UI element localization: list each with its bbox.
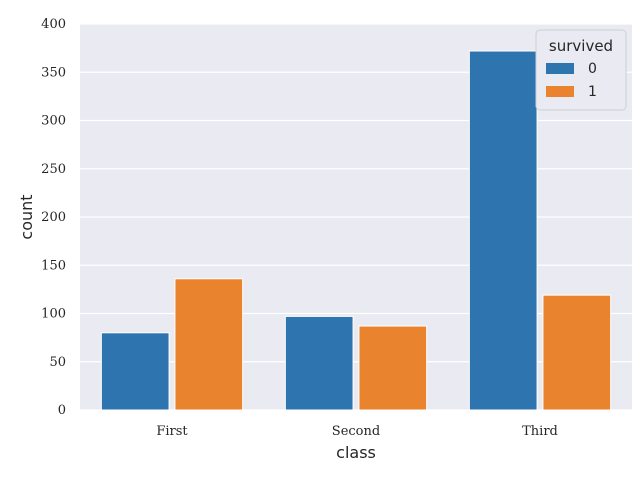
x-tick-labels: First Second Third (156, 424, 558, 439)
legend: survived 0 1 (535, 29, 627, 111)
y-axis-label: count (17, 194, 36, 239)
x-tick-label: Second (332, 424, 380, 439)
bar-third-survived-1 (542, 294, 612, 411)
legend-label-1: 1 (588, 84, 597, 100)
x-axis-label: class (336, 443, 376, 462)
y-tick-label: 400 (41, 17, 66, 32)
bar-third-survived-0 (468, 50, 538, 411)
bar-second-survived-0 (284, 315, 354, 411)
y-tick-label: 250 (41, 162, 66, 177)
bars (100, 50, 612, 411)
bar-second-survived-1 (358, 325, 428, 411)
y-tick-label: 0 (58, 403, 66, 418)
y-tick-label: 300 (41, 114, 66, 129)
y-tick-label: 150 (41, 258, 66, 273)
x-tick-label: First (156, 424, 188, 439)
bar-first-survived-1 (174, 278, 244, 411)
legend-swatch-1 (546, 86, 574, 97)
y-tick-labels: 0 50 100 150 200 250 300 350 400 (41, 17, 66, 418)
bar-first-survived-0 (100, 332, 170, 411)
legend-title: survived (549, 37, 613, 55)
x-tick-label: Third (522, 424, 558, 439)
y-tick-label: 200 (41, 210, 66, 225)
y-tick-label: 100 (41, 307, 66, 322)
legend-swatch-0 (546, 63, 574, 74)
gridlines (80, 23, 632, 411)
y-tick-label: 50 (49, 355, 66, 370)
legend-label-0: 0 (588, 61, 597, 77)
y-tick-label: 350 (41, 65, 66, 80)
